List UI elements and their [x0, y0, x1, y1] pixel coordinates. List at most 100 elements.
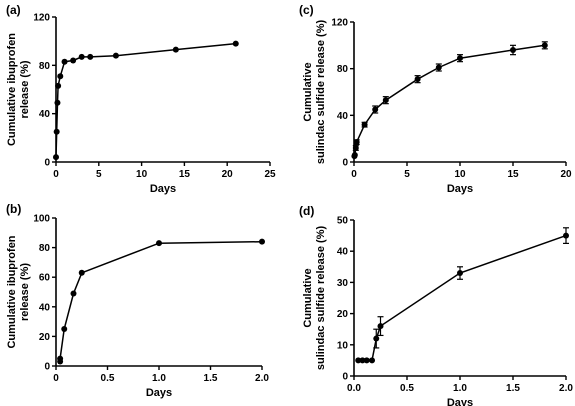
x-tick-label: 0.0	[347, 383, 361, 394]
data-point	[61, 58, 68, 65]
x-tick-label: 0	[351, 169, 357, 180]
panel-c: (c) 0 5 10 15 20 0 40 80 120 Days Cumulative sulinda…	[299, 3, 572, 195]
data-point	[112, 52, 119, 59]
x-axis-title: Days	[146, 387, 172, 399]
x-tick-label: 5	[96, 169, 102, 180]
data-point	[57, 73, 64, 80]
data-point	[57, 355, 64, 362]
data-point	[369, 357, 376, 364]
y-axis-title: Cumulative	[302, 62, 314, 121]
data-point	[435, 64, 442, 71]
x-axis-title: Days	[447, 183, 473, 195]
x-tick-label: 5	[404, 169, 410, 180]
data-point	[541, 42, 548, 49]
data-point	[355, 357, 362, 364]
data-point	[353, 139, 360, 146]
data-point	[53, 154, 59, 161]
data-point	[232, 40, 239, 47]
data-point	[373, 335, 380, 342]
x-axis-title: Days	[150, 183, 176, 195]
y-axis-title: sulindac sulfide release (%)	[315, 20, 327, 165]
y-tick-label: 80	[39, 243, 51, 254]
y-axis-title: release (%)	[19, 60, 31, 118]
data-point	[414, 76, 421, 83]
y-tick-label: 50	[337, 216, 349, 227]
y-tick-label: 120	[33, 13, 50, 24]
series-line	[358, 234, 567, 362]
data-point	[372, 106, 379, 113]
x-tick-label: 20	[222, 169, 234, 180]
y-tick-label: 40	[39, 109, 51, 120]
x-tick-label: 2.0	[255, 373, 269, 384]
y-tick-label: 80	[337, 64, 349, 75]
y-tick-label: 60	[39, 273, 51, 284]
x-tick-label: 15	[179, 169, 191, 180]
data-point	[54, 99, 61, 106]
x-axis-title: Days	[447, 397, 473, 406]
data-point	[55, 82, 62, 89]
data-point	[352, 145, 359, 151]
panel-b: (b) 0 0.5 1.0 1.5 2.0 0 20 40 60 80 100 Days Cumulati…	[6, 202, 269, 399]
data-point	[78, 269, 85, 276]
x-tick-label: 1.0	[453, 383, 467, 394]
y-tick-label: 30	[337, 278, 349, 289]
y-tick-label: 40	[337, 111, 349, 122]
data-point	[156, 240, 162, 247]
y-axis-title: Cumulative ibuprofen	[6, 235, 18, 348]
panel-label: (a)	[6, 3, 21, 17]
x-tick-label: 0	[53, 373, 59, 384]
data-point	[172, 46, 179, 53]
x-tick-label: 10	[454, 169, 466, 180]
y-tick-label: 0	[342, 158, 348, 169]
y-tick-label: 0	[44, 362, 50, 373]
x-tick-label: 1.5	[506, 383, 520, 394]
data-point	[70, 57, 77, 64]
y-tick-label: 0	[342, 372, 348, 383]
data-point	[351, 152, 358, 158]
data-point	[70, 290, 77, 297]
y-axis-title: release (%)	[19, 263, 31, 321]
series-line	[55, 42, 236, 158]
data-point	[259, 238, 265, 245]
x-tick-label: 1.5	[204, 373, 218, 384]
y-tick-label: 40	[39, 302, 51, 313]
panel-a: (a) 0 5 10 15 20 25 0 40 80 120 Days Cumulative ibup…	[6, 3, 276, 195]
x-tick-label: 25	[264, 169, 276, 180]
data-point	[563, 232, 569, 239]
y-tick-label: 120	[331, 18, 348, 29]
y-axis-title: sulindac sulfide release (%)	[315, 226, 327, 371]
x-tick-label: 20	[560, 169, 572, 180]
data-point	[363, 357, 370, 364]
data-point	[359, 357, 366, 364]
panel-d: (d) 0.0 0.5 1.0 1.5 2.0 0 10 20 30 40 50 Days Cumulat…	[299, 204, 573, 406]
panel-label: (c)	[299, 3, 314, 17]
y-tick-label: 20	[39, 332, 51, 343]
series-line	[59, 240, 263, 362]
y-tick-label: 10	[337, 340, 349, 351]
data-point	[361, 121, 368, 128]
x-tick-label: 0.5	[101, 373, 115, 384]
panel-label: (d)	[299, 204, 314, 218]
data-point	[87, 53, 94, 60]
data-point	[53, 128, 60, 135]
x-tick-label: 10	[136, 169, 148, 180]
x-tick-label: 2.0	[559, 383, 573, 394]
y-tick-label: 20	[337, 309, 349, 320]
data-point	[61, 326, 68, 332]
y-axis-title: Cumulative	[302, 268, 314, 327]
y-tick-label: 100	[33, 214, 50, 225]
data-point	[78, 53, 85, 60]
data-point	[382, 97, 389, 104]
y-tick-label: 0	[44, 158, 50, 169]
y-tick-label: 40	[337, 247, 349, 258]
x-tick-label: 0.5	[400, 383, 414, 394]
data-point	[510, 47, 516, 53]
y-axis-title: Cumulative ibuprofen	[6, 33, 18, 146]
data-point	[457, 55, 463, 62]
x-tick-label: 1.0	[152, 373, 166, 384]
data-point	[377, 323, 384, 330]
x-tick-label: 15	[507, 169, 519, 180]
panel-label: (b)	[6, 202, 21, 216]
x-tick-label: 0	[53, 169, 59, 180]
